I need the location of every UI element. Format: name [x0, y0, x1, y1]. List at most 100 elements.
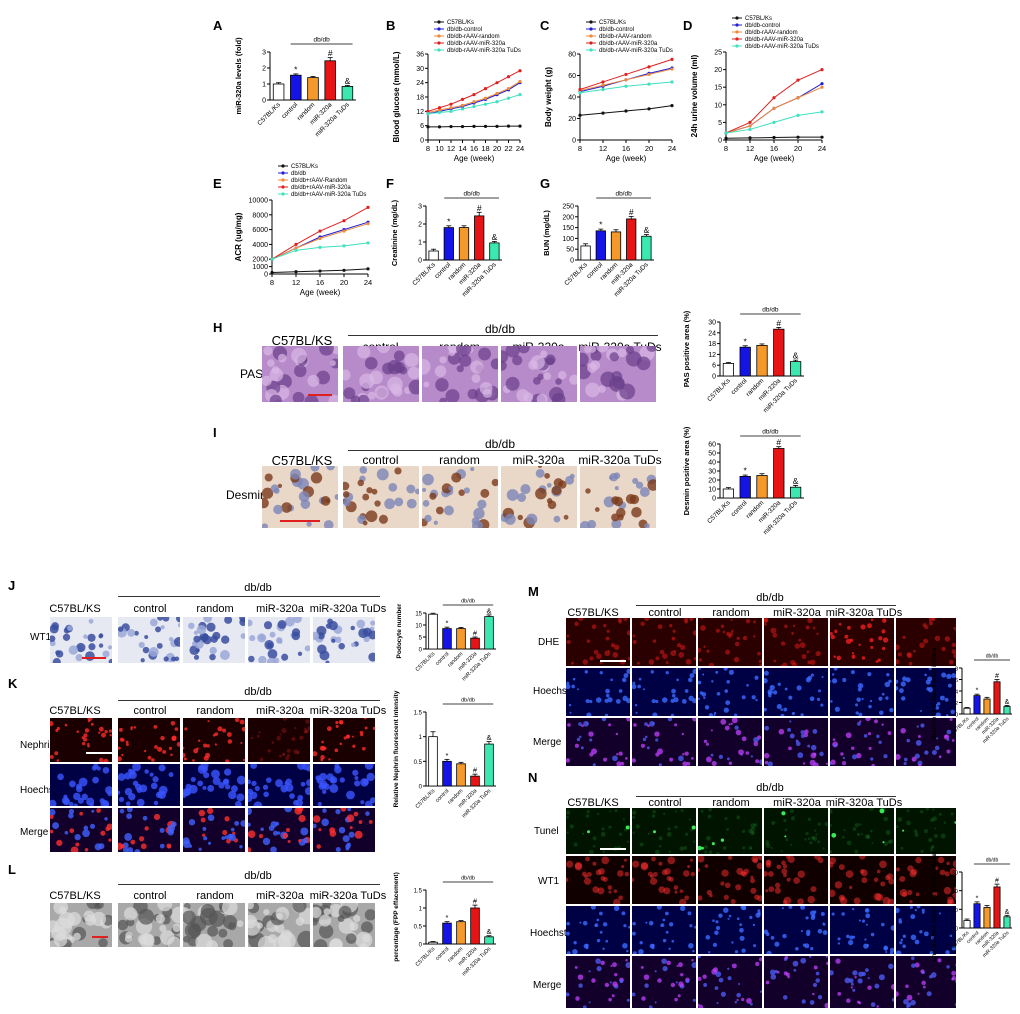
em-cell-1-19 — [172, 923, 180, 933]
dhe-cell-3-25 — [877, 658, 881, 662]
row-label-wt1-n: WT1 — [538, 876, 560, 887]
wt1-n-cell-2-23 — [787, 856, 795, 863]
m-col-mir320a: miR-320a — [773, 607, 821, 619]
hoechst-m-cell-1-14 — [703, 696, 706, 700]
merge-k-cell-3-21 — [298, 814, 306, 823]
merge-n-cell-0-23 — [644, 983, 649, 988]
nephrin-cell-4-23 — [338, 719, 344, 725]
chart-D-legend-label-0: C57BL/Ks — [745, 16, 772, 22]
pas-cell-2-16 — [448, 346, 459, 354]
hoechst-n-cell-4-19 — [951, 946, 956, 951]
chart-E-series-line-3 — [271, 206, 369, 260]
dhe-c57-cell-0-8 — [623, 618, 628, 621]
wt1-cell-1-13 — [163, 656, 169, 662]
merge-m-cell-4-5 — [949, 718, 953, 721]
merge-k-cell-3-24 — [268, 825, 275, 831]
hoechst-k-cell-1-25 — [118, 790, 121, 795]
merge-n-texture-4 — [896, 956, 956, 1008]
panel-letter-l: L — [8, 862, 16, 877]
hoechst-m-cell-1-6 — [728, 669, 734, 675]
merge-n-cell-1-19 — [760, 990, 762, 993]
hoechst-n-cell-1-0 — [736, 917, 740, 921]
wt1-cell-4-19 — [362, 627, 372, 637]
dhe-c57-cell-0-10 — [612, 652, 619, 658]
hoechst-m-cell-4-12 — [947, 683, 952, 688]
desmin-cell-0-18 — [326, 466, 335, 471]
wt1-n-cell-2-15 — [781, 860, 786, 866]
hoechst-m-cell-0-5 — [684, 689, 689, 693]
chart-B-point-0-4 — [472, 124, 476, 128]
pas-cell-1-18 — [387, 376, 403, 393]
merge-m-cell-0-15 — [682, 761, 688, 766]
merge-k-cell-1-8 — [159, 843, 165, 849]
chart-D-ytick-label-4: 20 — [714, 67, 722, 74]
merge-k-cell-0-15 — [94, 843, 102, 851]
chart-I-ytick-label-2: 20 — [708, 478, 716, 485]
pas-cell-3-8 — [558, 370, 567, 380]
chart-F-ytick-label-0: 0 — [418, 258, 422, 265]
chart-B-point-3-3 — [460, 97, 465, 101]
tunel-c57-cell-0-24 — [586, 809, 590, 814]
merge-n-cell-0-5 — [662, 966, 668, 972]
wt1-cell-1-21 — [138, 641, 145, 649]
hoechst-m-cell-4-5 — [928, 668, 932, 671]
merge-n-c57-cell-0-20 — [600, 960, 605, 966]
chart-C-point-0-2 — [624, 109, 628, 113]
chart-K-bar-3 — [470, 775, 480, 787]
chart-D-ytick-label-0: 0 — [718, 138, 722, 145]
pas-texture-0 — [262, 346, 338, 402]
hoechst-k-cell-4-12 — [339, 777, 345, 783]
hoechst-m-cell-3-2 — [858, 712, 863, 716]
desmin-cell-1-21 — [394, 467, 402, 475]
wt1-cell-0-20 — [88, 643, 96, 651]
wt1-cell-1-12 — [168, 636, 174, 642]
pas-cell-1-15 — [359, 373, 375, 389]
wt1-n-cell-1-8 — [754, 894, 760, 900]
merge-n-cell-3-9 — [837, 992, 842, 996]
merge-m-c57-cell-0-25 — [574, 743, 579, 748]
hoechst-m-cell-0-16 — [676, 678, 679, 682]
dhe-cell-0-22 — [662, 653, 668, 659]
chart-C-xtick-label-1: 12 — [599, 144, 607, 153]
merge-n-cell-0-24 — [670, 982, 676, 988]
l-col-random: random — [196, 890, 234, 902]
merge-n-cell-3-4 — [830, 970, 834, 976]
em-cell-4-23 — [364, 909, 375, 921]
dhe-cell-0-21 — [676, 643, 682, 648]
wt1-cell-4-9 — [368, 652, 375, 662]
merge-n-cell-0-22 — [661, 958, 667, 964]
hoechst-m-cell-2-14 — [780, 713, 785, 716]
hoechst-n-cell-2-3 — [782, 933, 787, 939]
merge-n-cell-0-6 — [648, 1005, 653, 1008]
wt1-n-c57-cell-0-7 — [617, 870, 624, 877]
pas-texture-2 — [422, 346, 498, 402]
em-tile-3 — [248, 903, 310, 947]
chart-M-bar-4 — [1003, 706, 1011, 715]
dhe-texture-4 — [896, 618, 956, 666]
hoechst-n-cell-4-15 — [909, 906, 913, 909]
tunel-cell-0-7 — [658, 836, 663, 841]
merge-m-cell-4-19 — [896, 754, 901, 760]
tunel-cell-3-1 — [869, 808, 874, 811]
nephrin-cell-0-6 — [50, 721, 54, 727]
hoechst-k-cell-2-25 — [207, 784, 215, 792]
merge-m-cell-3-12 — [883, 754, 888, 759]
chart-f-creatinine: 0 1 2 3 Creatinine (mg/dL) C57BL/Ks * control ra… — [388, 184, 508, 307]
dhe-cell-2-7 — [764, 618, 769, 622]
chart-F-bar-4 — [489, 242, 500, 261]
chart-D-point-4-3 — [796, 113, 800, 117]
dhe-cell-3-1 — [867, 623, 872, 629]
tunel-c57-cell-0-3 — [624, 828, 627, 832]
chart-a-mir320a-levels: 0 1 2 3 miR-320a levels (fold) C57BL/Ks * contr… — [232, 30, 362, 143]
merge-n-cell-2-12 — [801, 999, 806, 1004]
hoechst-m-c57-cell-0-4 — [599, 671, 603, 675]
hoechst-k-cell-1-3 — [118, 796, 125, 803]
hoechst-n-cell-0-11 — [662, 938, 667, 943]
wt1-cell-3-17 — [267, 649, 278, 659]
hoechst-n-cell-2-10 — [817, 928, 823, 934]
chart-H-xtick-label-0: C57BL/Ks — [706, 377, 732, 403]
k-dbdb-label: db/db — [244, 686, 272, 698]
hoechst-k-texture-4 — [315, 764, 375, 806]
dhe-cell-4-13 — [932, 618, 936, 621]
dhe-c57-cell-0-0 — [586, 639, 591, 643]
